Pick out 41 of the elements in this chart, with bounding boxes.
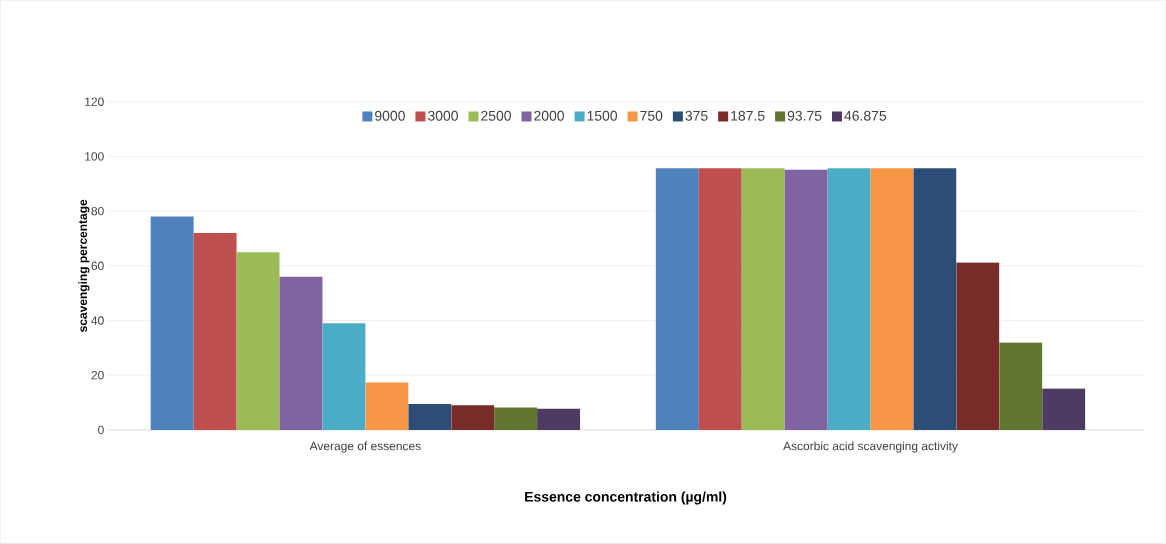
bar (999, 342, 1043, 431)
legend-label: 9000 (375, 110, 405, 121)
bar (956, 262, 1000, 431)
bar (913, 168, 957, 431)
y-axis-title: scavenging percentage (78, 199, 90, 333)
x-tick-label: Average of essences (309, 441, 421, 453)
bar (784, 169, 828, 431)
bar (655, 168, 699, 431)
bar (741, 168, 785, 431)
x-axis-title: Essence concentration (µg/ml) (525, 491, 727, 505)
y-tick-label: 0 (98, 425, 104, 435)
y-tick-label: 60 (91, 261, 104, 271)
legend-label: 1500 (587, 110, 618, 121)
bar (193, 233, 237, 431)
bar (322, 323, 366, 431)
y-tick-label: 100 (85, 152, 104, 161)
legend-label: 2000 (534, 110, 565, 121)
y-tick-label: 40 (91, 316, 104, 325)
bar (827, 168, 871, 431)
bar (537, 409, 581, 431)
bar (365, 382, 409, 431)
y-tick-label: 20 (91, 371, 104, 380)
bar (494, 407, 538, 431)
bar (698, 168, 742, 431)
legend-label: 375 (685, 110, 708, 121)
bar (408, 404, 452, 431)
legend-label: 3000 (427, 110, 458, 121)
legend-label: 187.5 (731, 110, 765, 121)
y-tick-label: 80 (91, 207, 104, 216)
x-tick-label: Ascorbic acid scavenging activity (783, 441, 958, 453)
legend-label: 2500 (481, 110, 511, 121)
bar (236, 252, 280, 431)
bar (150, 216, 194, 431)
legend-label: 750 (640, 110, 663, 121)
bar (870, 168, 914, 431)
legend-label: 46.875 (844, 110, 887, 121)
bar (451, 405, 495, 431)
legend-label: 93.75 (787, 110, 822, 121)
bar (279, 276, 323, 431)
y-tick-label: 120 (85, 97, 104, 107)
bar (1042, 388, 1086, 431)
